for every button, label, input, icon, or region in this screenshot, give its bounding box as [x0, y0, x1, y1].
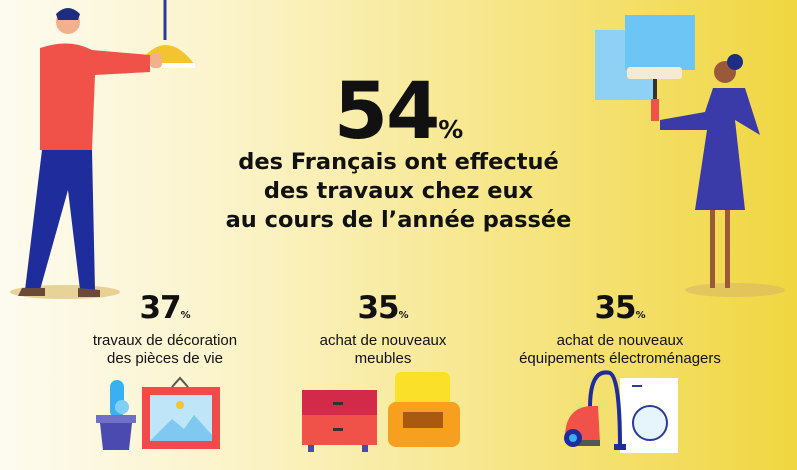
- headline: des Français ont effectué des travaux ch…: [0, 148, 797, 235]
- vacuum-and-washing-machine-icon: [564, 370, 678, 453]
- stat-decoration: 37% travaux de décoration des pièces de …: [35, 292, 295, 368]
- stat-label: achat de nouveaux: [319, 332, 447, 349]
- main-value: 54: [333, 67, 441, 157]
- stat-unit: %: [180, 310, 191, 321]
- headline-line: des Français ont effectué: [238, 149, 559, 175]
- cactus-and-picture-frame-icon: [96, 376, 220, 450]
- stat-label: travaux de décoration: [92, 332, 238, 349]
- main-unit: %: [438, 115, 464, 144]
- stat-label: équipements électroménagers: [519, 350, 721, 367]
- stat-unit: %: [635, 310, 646, 321]
- stat-value: 37: [139, 290, 181, 326]
- stat-furniture: 35% achat de nouveaux meubles: [253, 292, 513, 368]
- headline-line: au cours de l’année passée: [225, 207, 572, 233]
- stat-label: meubles: [354, 350, 412, 367]
- stat-value: 35: [594, 290, 636, 326]
- main-percentage: 54%: [0, 72, 797, 170]
- stat-unit: %: [398, 310, 409, 321]
- stat-value: 35: [357, 290, 399, 326]
- stat-appliances: 35% achat de nouveaux équipements électr…: [490, 292, 750, 368]
- woman-painting-wall-illustration: [595, 15, 785, 297]
- man-hanging-lamp-illustration: [10, 0, 195, 299]
- headline-line: des travaux chez eux: [263, 178, 534, 204]
- stat-label: achat de nouveaux: [556, 332, 684, 349]
- dresser-and-armchair-icon: [302, 372, 460, 452]
- stat-label: des pièces de vie: [107, 350, 223, 367]
